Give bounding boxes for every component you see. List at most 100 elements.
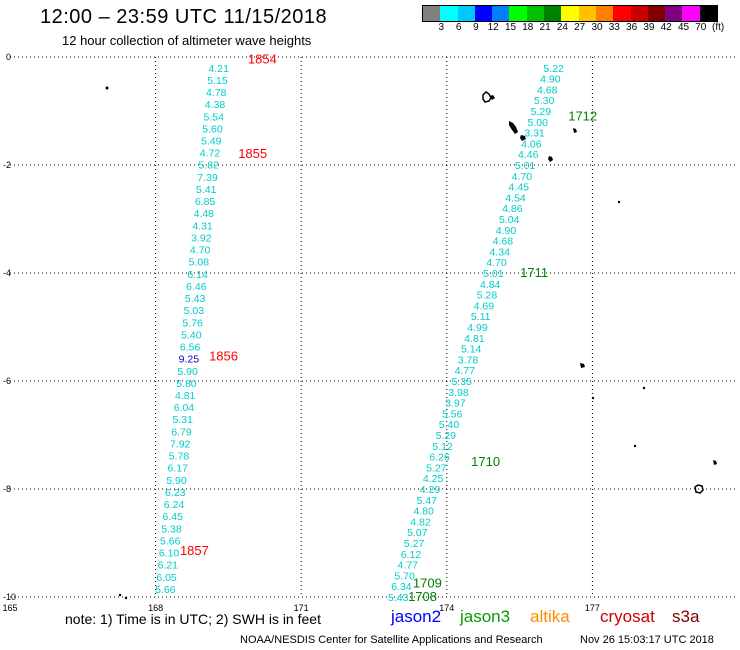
swh-value: 5.60	[202, 123, 223, 135]
swh-value: 5.54	[204, 111, 225, 123]
swh-value: 5.66	[155, 584, 176, 596]
swh-value: 4.81	[175, 390, 196, 402]
swh-value: 4.45	[508, 182, 529, 194]
swh-value: 5.22	[543, 63, 564, 75]
swh-value: 4.54	[505, 192, 526, 204]
swh-value: 3.78	[458, 354, 479, 366]
swh-value: 4.48	[194, 208, 215, 220]
legend-label: 6	[455, 22, 462, 33]
y-tick-label: -2	[3, 160, 11, 170]
swh-value: 7.92	[170, 438, 191, 450]
legend-swatch	[630, 6, 648, 21]
map-subtitle: 12 hour collection of altimeter wave hei…	[62, 33, 312, 48]
swh-value: 4.38	[205, 99, 226, 111]
island-shape	[713, 460, 717, 465]
x-tick-label: 171	[294, 603, 309, 613]
pass-time-label: 1709	[413, 576, 442, 591]
map-title: 12:00 – 23:59 UTC 11/15/2018	[40, 6, 328, 28]
swh-value: 5.38	[161, 523, 182, 535]
legend-label: 70	[695, 22, 707, 33]
swh-value: 6.12	[401, 549, 422, 561]
legend-label: 21	[539, 22, 551, 33]
swh-value: 5.66	[160, 535, 181, 547]
swh-value: 5.28	[477, 290, 498, 302]
swh-value: 6.14	[187, 269, 208, 281]
swh-value: 5.35	[451, 376, 472, 388]
y-tick-label: -8	[3, 484, 11, 494]
legend-swatch	[509, 6, 527, 21]
swh-value: 5.80	[176, 378, 197, 390]
pass-time-label: 1856	[209, 349, 238, 364]
satellite-legend-s3a: s3a	[672, 607, 700, 626]
swh-value: 6.17	[168, 463, 189, 475]
swh-value: 4.29	[420, 484, 441, 496]
swh-value: 4.84	[480, 279, 501, 291]
legend-label: 18	[522, 22, 534, 33]
swh-value: 6.34	[391, 581, 412, 593]
legend-label: (ft)	[711, 22, 725, 33]
swh-value: 4.69	[474, 300, 495, 312]
swh-value: 5.76	[182, 317, 203, 329]
swh-value: 5.82	[199, 160, 220, 172]
swh-value: 5.40	[439, 419, 460, 431]
footer-timestamp: Nov 26 15:03:17 UTC 2018	[580, 634, 714, 646]
swh-value: 5.43	[185, 293, 206, 305]
pass-time-label: 1855	[238, 146, 267, 161]
legend-label: 45	[677, 22, 690, 33]
swh-value: 3.31	[524, 128, 545, 140]
swh-value: 6.24	[164, 499, 185, 511]
legend-swatch	[578, 6, 596, 21]
swh-value: 4.86	[502, 203, 523, 215]
legend-label: 27	[574, 22, 586, 33]
swh-value: 6.45	[163, 511, 184, 523]
swh-value: 5.15	[207, 75, 228, 87]
swh-value: 6.26	[429, 452, 450, 464]
altimeter-tracks: 4.215.154.784.385.545.605.494.725.827.39…	[155, 63, 564, 604]
swh-value: 5.70	[394, 570, 415, 582]
y-tick-label: -6	[3, 376, 11, 386]
pass-time-label: 1710	[471, 454, 500, 469]
swh-value: 4.78	[206, 87, 227, 99]
pass-time-label: 1854	[248, 52, 277, 67]
legend-swatch	[423, 6, 441, 21]
swh-value: 5.78	[169, 451, 190, 463]
islands	[105, 86, 717, 600]
island-shape	[694, 484, 704, 494]
x-tick-label: 168	[148, 603, 163, 613]
legend-swatch	[647, 6, 666, 21]
y-tick-label: -4	[3, 268, 11, 278]
islet	[118, 593, 122, 597]
legend-swatch	[595, 6, 614, 21]
swh-value: 6.79	[171, 426, 192, 438]
pass-time-label: 1712	[568, 108, 597, 123]
legend-swatch	[544, 6, 562, 21]
swh-value: 4.72	[200, 148, 221, 160]
swh-value: 5.27	[426, 462, 447, 474]
legend-label: 15	[504, 22, 517, 33]
footer-credit: NOAA/NESDIS Center for Satellite Applica…	[240, 634, 543, 646]
swh-value: 5.90	[177, 366, 198, 378]
swh-value: 4.25	[423, 473, 444, 485]
swh-value: 5.27	[404, 538, 425, 550]
map-grid: 165 168 171 174 177 0 -2 -4 -6 -8 -10	[2, 52, 738, 613]
swh-value: 5.04	[499, 214, 520, 226]
swh-value: 5.31	[172, 414, 193, 426]
island-shape	[520, 135, 526, 141]
x-tick-label: 165	[2, 603, 17, 613]
pass-time-label: 1708	[408, 589, 437, 604]
x-tick-label: 174	[439, 603, 454, 613]
swh-value: 9.25	[179, 354, 200, 366]
swh-value: 5.11	[471, 311, 491, 323]
swh-value: 4.90	[496, 225, 517, 237]
legend-label: 39	[643, 22, 655, 33]
wave-height-color-legend	[422, 5, 719, 22]
legend-swatch	[526, 6, 545, 21]
swh-value: 5.49	[201, 136, 222, 148]
islet	[124, 596, 128, 600]
swh-value: 4.21	[208, 63, 229, 75]
swh-value: 5.47	[417, 495, 438, 507]
swh-value: 5.30	[534, 95, 555, 107]
swh-value: 5.43	[388, 592, 409, 604]
